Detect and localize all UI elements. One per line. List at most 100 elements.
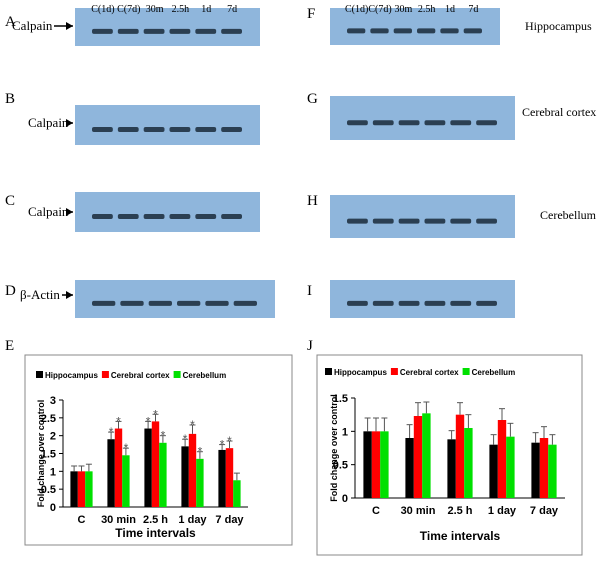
- protein-label: β-Actin: [20, 287, 60, 302]
- bar: [122, 455, 130, 507]
- blot-band: [117, 28, 139, 34]
- protein-label: Calpain: [28, 204, 69, 219]
- y-tick-label: 1: [342, 426, 348, 438]
- blot-band: [120, 300, 144, 306]
- blot-band: [233, 300, 257, 306]
- bar: [405, 438, 414, 498]
- blot-band: [177, 300, 201, 306]
- blot-band: [117, 127, 139, 132]
- significance-marker: *: [198, 445, 203, 459]
- bar: [548, 444, 557, 498]
- blot-band: [221, 28, 242, 34]
- lane-label: C(7d): [117, 4, 140, 15]
- bar: [218, 449, 226, 507]
- blot-band: [143, 28, 165, 34]
- protein-label: Calpain: [12, 18, 53, 33]
- blot-band: [372, 300, 394, 306]
- blot-band: [398, 300, 420, 306]
- blot: [75, 8, 260, 46]
- blot-band: [372, 120, 394, 126]
- blot-band: [417, 28, 436, 34]
- blot-band: [195, 127, 217, 132]
- bar: [151, 421, 160, 507]
- blot-band: [169, 214, 191, 219]
- blot-band: [424, 300, 446, 306]
- legend-swatch: [462, 368, 470, 375]
- bar: [225, 448, 234, 507]
- chart-frame: [24, 354, 293, 546]
- lane-label: 2.5h: [172, 4, 190, 15]
- blot: [330, 8, 500, 45]
- bar: [181, 446, 189, 507]
- blot-band: [393, 28, 412, 34]
- blot: [330, 280, 515, 318]
- significance-marker: *: [153, 407, 158, 421]
- x-tick-label: 30 min: [401, 505, 436, 517]
- bar: [233, 480, 241, 507]
- panel-letter: G: [307, 91, 318, 107]
- region-label: Cerebral cortex: [522, 105, 596, 119]
- y-tick-label: 1.5: [333, 393, 348, 405]
- y-tick-label: 1.5: [41, 449, 56, 461]
- chart-frame: [316, 354, 583, 556]
- lane-label: 2.5h: [418, 4, 436, 15]
- panel-letter: H: [307, 193, 318, 209]
- blot-band: [169, 28, 191, 34]
- bar: [531, 442, 540, 498]
- blot-band: [450, 218, 472, 224]
- legend-swatch: [101, 371, 109, 378]
- y-axis-label: Fold change over control: [329, 394, 339, 502]
- legend-label: Cerebellum: [183, 371, 227, 380]
- bar: [489, 444, 498, 498]
- significance-marker: *: [190, 418, 195, 432]
- blot-band: [450, 300, 472, 306]
- bar: [506, 436, 515, 498]
- y-tick-label: 3: [50, 395, 56, 407]
- region-label: Cerebellum: [540, 208, 597, 222]
- bar: [77, 471, 86, 507]
- lane-label: C(1d): [91, 4, 114, 15]
- lane-label: 7d: [468, 4, 478, 15]
- panel-letter: J: [307, 338, 313, 354]
- blot-band: [205, 300, 229, 306]
- blot-band: [195, 214, 217, 219]
- legend-label: Cerebral cortex: [400, 368, 459, 377]
- bar: [464, 428, 473, 498]
- blot-band: [221, 127, 242, 132]
- blot-band: [221, 214, 242, 219]
- bar: [380, 431, 389, 498]
- blot-band: [143, 127, 165, 132]
- bar: [196, 458, 204, 507]
- blot-band: [450, 120, 472, 126]
- blot-band: [424, 120, 446, 126]
- x-axis-label: Time intervals: [420, 529, 501, 543]
- bar: [371, 431, 381, 498]
- bar: [413, 416, 423, 498]
- blot-band: [92, 28, 113, 34]
- blot-band: [347, 218, 368, 224]
- y-tick-label: 0: [50, 502, 56, 514]
- y-tick-label: 0.5: [41, 484, 56, 496]
- panel-letter: B: [5, 91, 15, 107]
- blot: [330, 96, 515, 140]
- arrow-head: [66, 22, 73, 30]
- blot: [75, 192, 260, 232]
- blot-band: [347, 28, 366, 34]
- blot-band: [92, 127, 113, 132]
- panel-letter: E: [5, 338, 14, 354]
- panel-letter: F: [307, 6, 315, 22]
- blot-band: [398, 120, 420, 126]
- lane-label: 1d: [445, 4, 455, 15]
- blot-band: [424, 218, 446, 224]
- blot-band: [370, 28, 389, 34]
- x-tick-label: 1 day: [178, 514, 207, 526]
- x-tick-label: 30 min: [101, 514, 136, 526]
- legend-label: Hippocampus: [334, 368, 387, 377]
- panel-letter: A: [5, 14, 16, 30]
- legend-label: Cerebellum: [472, 368, 516, 377]
- bar: [539, 438, 549, 498]
- blot-band: [347, 120, 368, 126]
- x-tick-label: 2.5 h: [447, 505, 472, 517]
- x-tick-label: 7 day: [215, 514, 244, 526]
